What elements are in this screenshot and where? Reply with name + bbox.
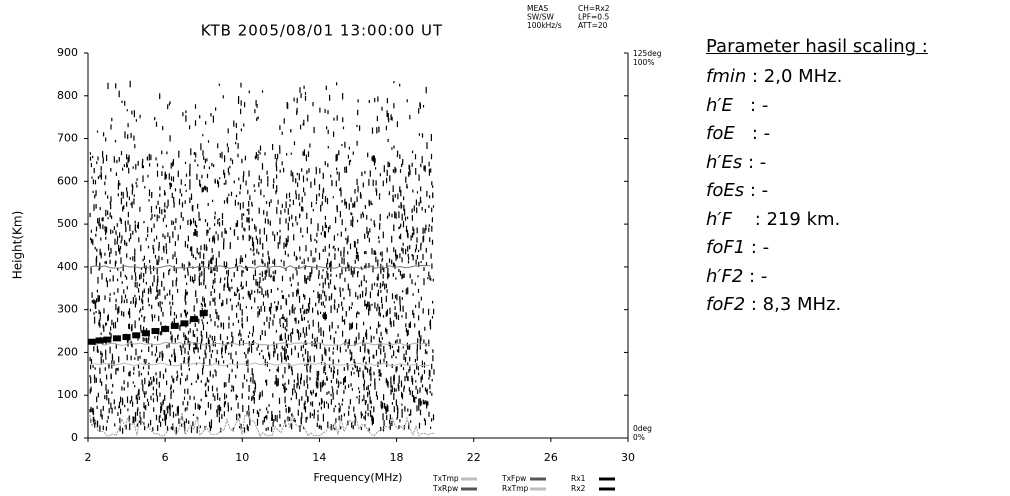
param-row: h′F : 219 km. — [706, 206, 928, 235]
echo-point — [180, 320, 189, 327]
y-axis-label: Height(Km) — [11, 211, 25, 280]
y-tick-label: 300 — [57, 303, 78, 316]
param-row: foE : - — [706, 120, 928, 149]
param-value: : 219 km. — [731, 208, 841, 230]
echo-point — [190, 316, 199, 323]
legend-label: TxRpw — [432, 484, 458, 493]
param-value: : - — [742, 151, 767, 173]
param-value: : 2,0 MHz. — [746, 66, 843, 87]
param-name: h′E — [706, 94, 733, 116]
param-value: : 8,3 MHz. — [745, 294, 842, 315]
right-label: 0% — [633, 433, 645, 442]
legend-label: TxFpw — [501, 474, 526, 483]
x-tick-label: 30 — [621, 451, 635, 464]
x-tick-label: 2 — [85, 451, 92, 464]
param-row: foF2 : 8,3 MHz. — [706, 291, 928, 320]
echo-point — [103, 336, 112, 343]
chart-title: KTB 2005/08/01 13:00:00 UT — [201, 22, 443, 40]
param-name: foE — [706, 123, 735, 144]
param-row: h′E : - — [706, 92, 928, 121]
noise-line — [89, 341, 431, 346]
info-text: ATT=20 — [578, 21, 608, 30]
echo-point — [132, 332, 141, 339]
right-label: 125deg — [633, 49, 662, 58]
info-text: MEAS — [527, 4, 548, 13]
panel-title: Parameter hasil scaling : — [706, 36, 928, 57]
param-row: h′F2 : - — [706, 263, 928, 292]
right-label: 100% — [633, 58, 654, 67]
y-tick-label: 500 — [57, 217, 78, 230]
echo-point — [161, 325, 170, 332]
noise-line — [89, 264, 431, 269]
param-name: h′F — [706, 208, 732, 230]
x-tick-label: 22 — [467, 451, 481, 464]
x-tick-label: 6 — [162, 451, 169, 464]
echo-point — [170, 322, 179, 329]
x-tick-label: 10 — [235, 451, 249, 464]
x-tick-label: 26 — [544, 451, 558, 464]
legend-label: RxTmp — [502, 484, 529, 493]
scaling-panel: Parameter hasil scaling : fmin : 2,0 MHz… — [706, 36, 928, 320]
y-tick-label: 700 — [57, 132, 78, 145]
param-name: foEs — [706, 180, 745, 201]
legend-label: Rx1 — [571, 474, 586, 483]
y-tick-label: 800 — [57, 89, 78, 102]
x-tick-label: 18 — [390, 451, 404, 464]
noise — [89, 80, 435, 437]
info-text: CH=Rx2 — [578, 4, 610, 13]
param-name: h′Es — [706, 151, 743, 173]
y-tick-label: 600 — [57, 174, 78, 187]
x-axis-label: Frequency(MHz) — [314, 471, 403, 484]
param-name: h′F2 — [706, 265, 744, 287]
param-value: : - — [743, 265, 768, 287]
x-tick-label: 14 — [312, 451, 326, 464]
echo-point — [122, 334, 131, 341]
info-text: SW/SW — [527, 13, 554, 22]
legend-label: TxTmp — [432, 474, 459, 483]
echo-point — [95, 337, 104, 344]
y-tick-label: 400 — [57, 260, 78, 273]
info-text: LPF=0.5 — [578, 13, 609, 22]
param-row: fmin : 2,0 MHz. — [706, 63, 928, 92]
legend-label: Rx2 — [571, 484, 586, 493]
param-value: : - — [744, 180, 769, 201]
y-tick-label: 900 — [57, 46, 78, 59]
param-value: : - — [745, 237, 770, 258]
param-name: foF1 — [706, 237, 746, 258]
echo-point — [199, 310, 208, 317]
echo-point — [141, 330, 150, 337]
echo-point — [112, 335, 121, 342]
param-value: : - — [734, 123, 771, 144]
param-name: foF2 — [706, 294, 746, 315]
param-row: foF1 : - — [706, 234, 928, 263]
noise-line — [89, 362, 431, 367]
param-row: h′Es : - — [706, 149, 928, 178]
param-row: foEs : - — [706, 177, 928, 206]
info-text: 100kHz/s — [527, 21, 562, 30]
right-label: 0deg — [633, 424, 652, 433]
param-name: fmin — [706, 66, 747, 87]
noise-dots — [89, 80, 435, 434]
y-tick-label: 200 — [57, 345, 78, 358]
param-value: : - — [732, 94, 769, 116]
y-tick-label: 0 — [71, 431, 78, 444]
echo-point — [87, 338, 96, 345]
y-tick-label: 100 — [57, 388, 78, 401]
echo-point — [151, 328, 160, 335]
chart: KTB 2005/08/01 13:00:00 UT Height(Km) Fr… — [11, 4, 662, 493]
noise-line — [89, 412, 435, 437]
